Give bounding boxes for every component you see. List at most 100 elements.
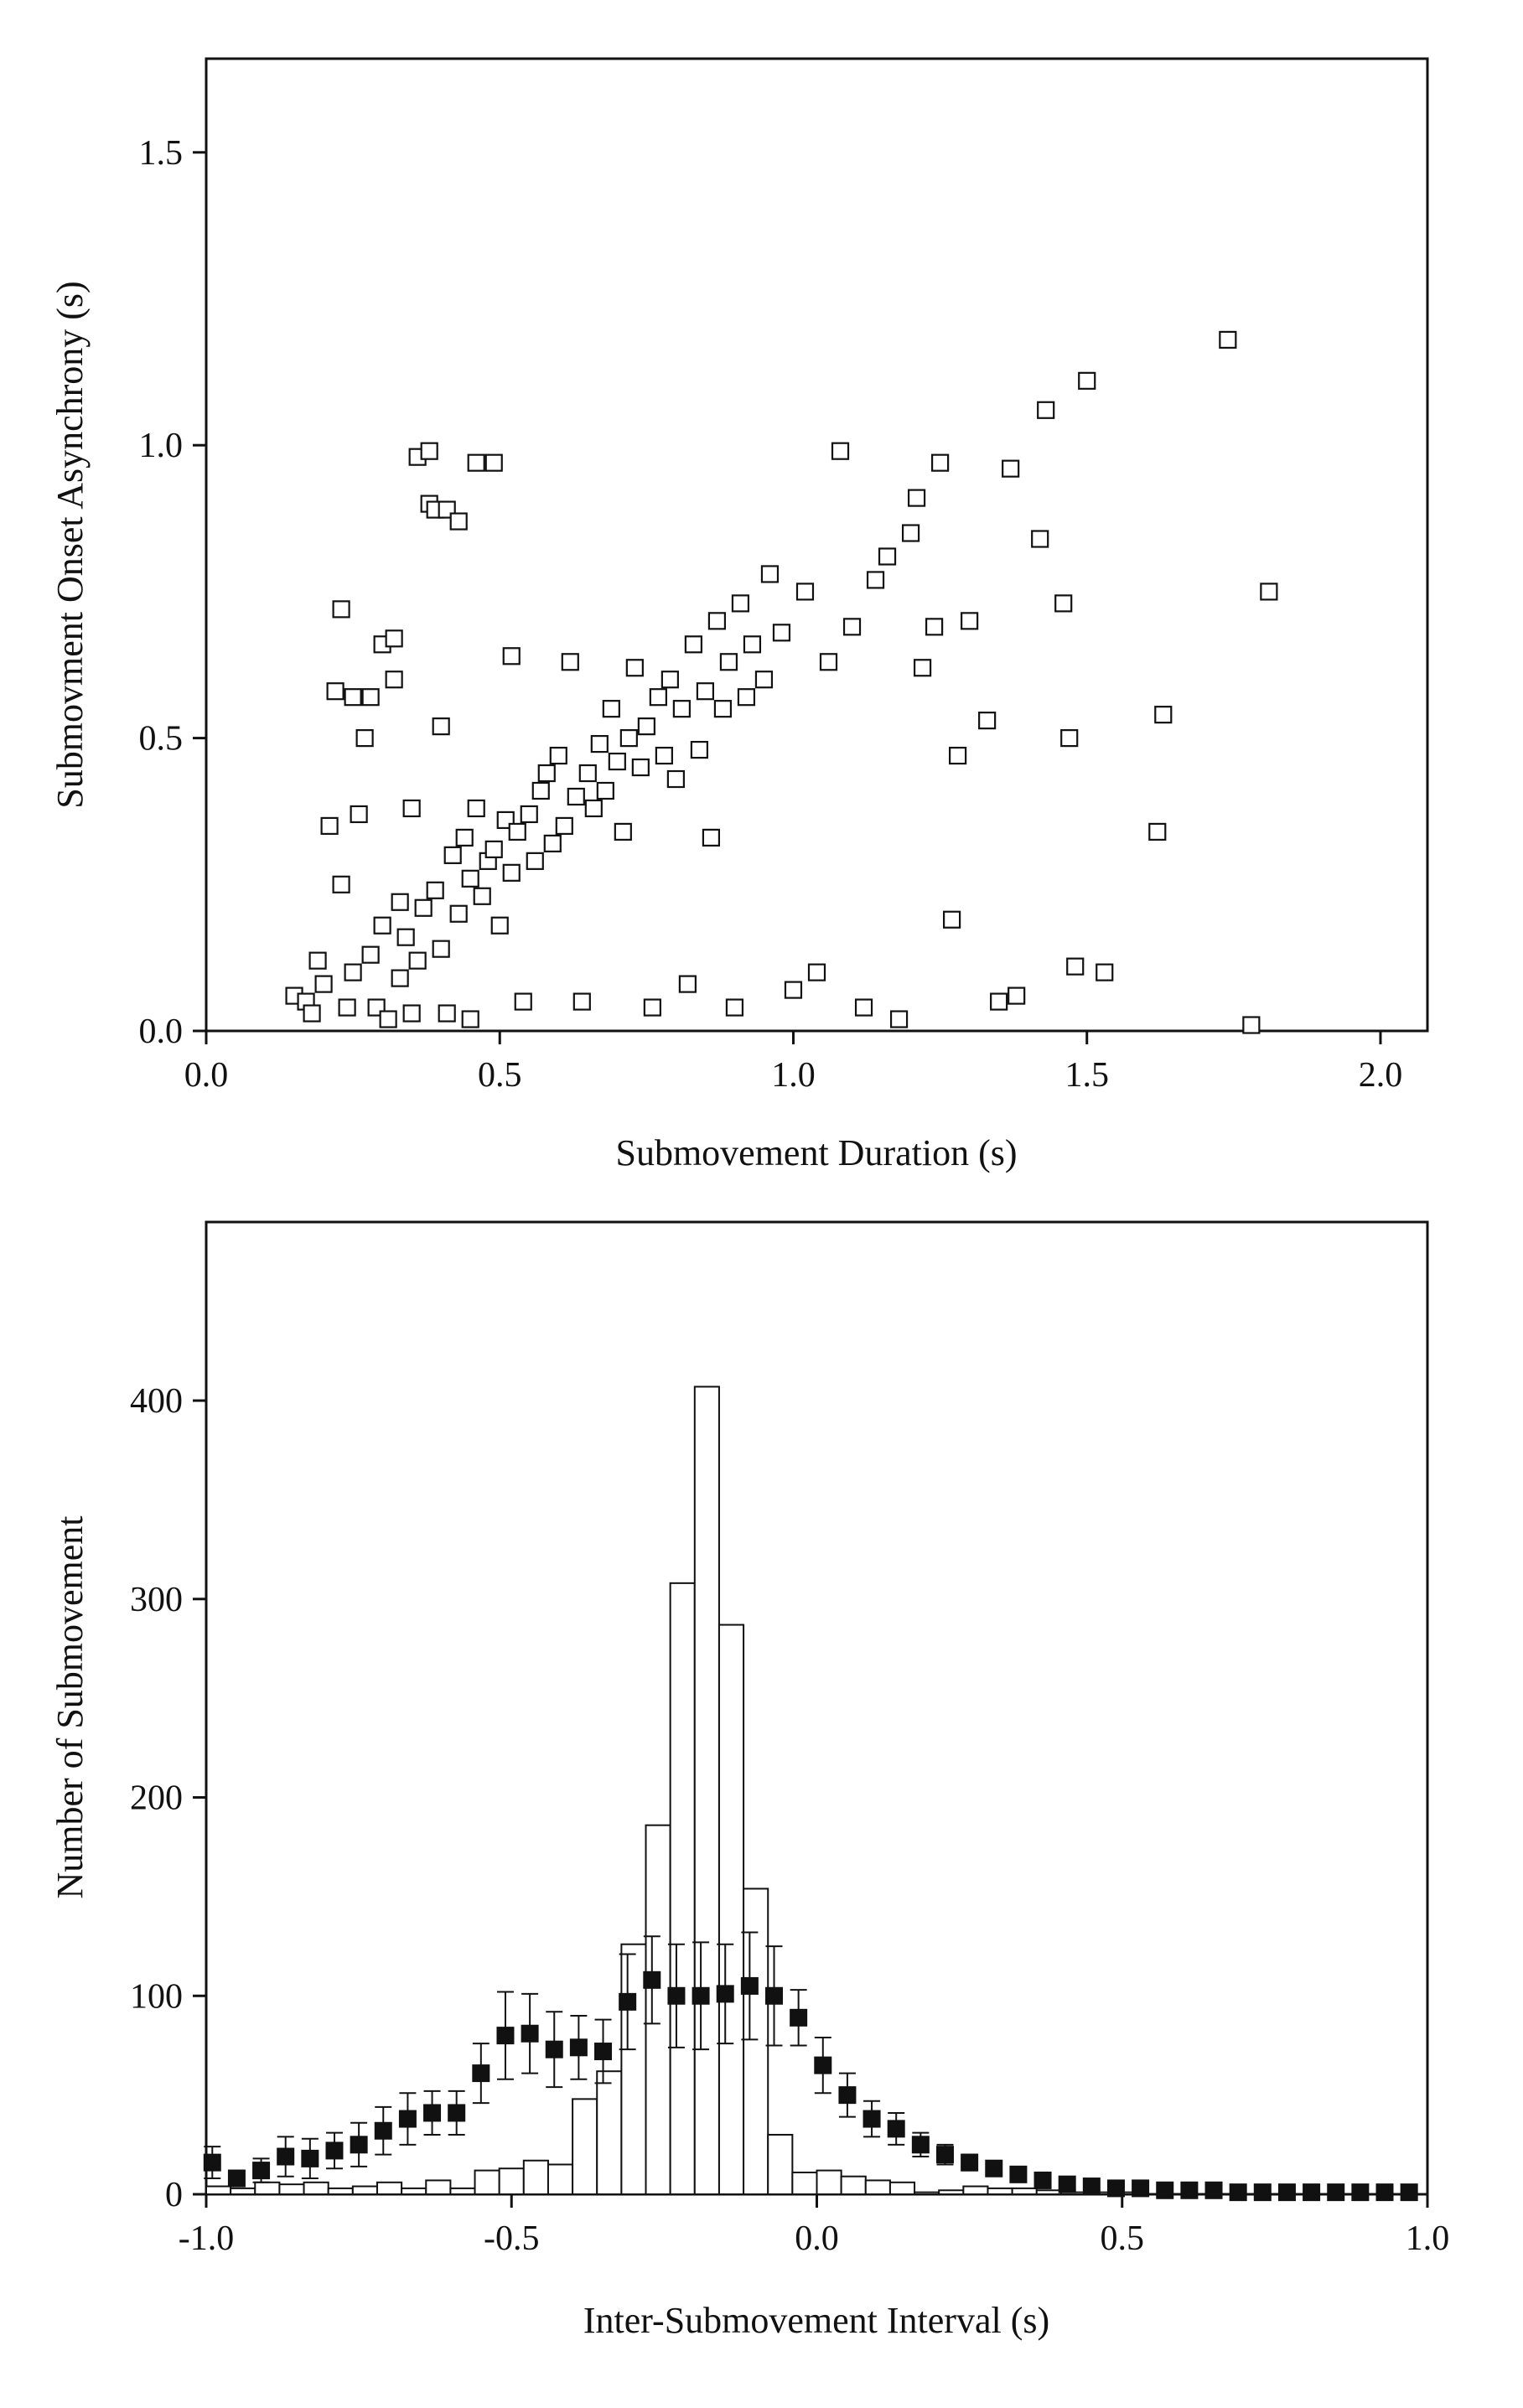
scatter-point: [361, 945, 380, 964]
y-tick-label: 0: [165, 2176, 183, 2214]
scatter-point: [754, 671, 774, 689]
shuffled-mean-point: [838, 2086, 857, 2105]
scatter-point: [1037, 401, 1055, 419]
scatter-point: [631, 758, 650, 777]
scatter-point: [901, 524, 920, 542]
histogram-bar: [376, 2181, 403, 2195]
scatter-point: [543, 834, 562, 852]
scatter-point: [907, 489, 926, 507]
histogram-x-ticks: -1.0 -0.5 0.0 0.5 1.0: [179, 2194, 1449, 2258]
scatter-point: [344, 963, 362, 981]
shuffled-mean-point: [765, 1986, 784, 2005]
y-tick-label: 300: [130, 1581, 183, 1619]
histogram-bar: [962, 2185, 989, 2195]
scatter-point: [1031, 530, 1049, 548]
scatter-point: [684, 635, 702, 654]
scatter-point: [308, 951, 327, 970]
scatter-point: [1078, 371, 1096, 390]
histogram-bar: [547, 2163, 574, 2195]
shuffled-mean-point: [301, 2149, 319, 2167]
scatter-point: [338, 998, 356, 1017]
histogram-bar: [791, 2171, 818, 2196]
scatter-point: [831, 442, 850, 460]
scatter-panel: 0.0 0.5 1.0 1.5 2.0 0.0 0.5 1.0 1.5 Submovement…: [49, 57, 1429, 1173]
scatter-point: [660, 671, 679, 689]
shuffled-mean-point: [1009, 2165, 1028, 2183]
y-tick-label: 400: [130, 1382, 183, 1421]
scatter-point: [1219, 330, 1237, 350]
shuffled-mean-point: [961, 2153, 979, 2172]
scatter-point: [696, 682, 715, 701]
shuffled-mean-point: [814, 2056, 832, 2074]
shuffled-mean-point: [398, 2110, 417, 2128]
histogram-bar: [254, 2181, 281, 2195]
scatter-point: [608, 752, 626, 771]
shuffled-mean-point: [252, 2162, 271, 2180]
scatter-point: [619, 729, 638, 748]
scatter-point: [1148, 822, 1167, 842]
scatter-point: [549, 746, 567, 765]
scatter-point: [1066, 957, 1085, 976]
x-tick-label: -1.0: [179, 2219, 235, 2258]
scatter-plot-frame: [205, 57, 1429, 1033]
histogram-y-ticks: 0 100 200 300 400: [130, 1382, 206, 2214]
scatter-point: [432, 940, 450, 958]
scatter-point: [795, 583, 815, 601]
histogram-bar: [816, 2169, 842, 2195]
histogram-bar: [767, 2133, 794, 2195]
histogram-bar: [522, 2159, 549, 2196]
histogram-bar: [205, 2185, 232, 2195]
histogram-bar: [572, 2098, 598, 2196]
scatter-point: [842, 618, 862, 636]
shuffled-mean-point: [1351, 2183, 1370, 2202]
histogram-bar: [596, 2070, 623, 2196]
scatter-points: [285, 330, 1278, 1034]
scatter-point: [320, 816, 339, 836]
scatter-point: [878, 547, 897, 566]
histogram-bar: [425, 2179, 452, 2195]
scatter-point: [961, 612, 979, 630]
histogram-bar: [693, 1385, 720, 2195]
scatter-point: [1054, 594, 1073, 613]
scatter-point: [561, 653, 579, 671]
shuffled-mean-point: [1058, 2175, 1076, 2193]
scatter-point: [1096, 963, 1114, 981]
scatter-point: [707, 612, 727, 630]
shuffled-mean-point: [935, 2146, 954, 2164]
scatter-point: [854, 998, 873, 1017]
histogram-bar: [717, 1623, 745, 2195]
scatter-point: [350, 805, 368, 824]
scatter-point: [990, 992, 1008, 1011]
scatter-point: [567, 787, 585, 806]
scatter-point: [473, 887, 491, 905]
scatter-y-ticks: 0.0 0.5 1.0 1.5: [139, 134, 206, 1051]
scatter-point: [490, 916, 509, 935]
shuffled-mean-point: [887, 2120, 905, 2138]
histogram-bar: [1011, 2187, 1038, 2195]
shuffled-mean-point: [643, 1970, 661, 1989]
histogram-bar: [1035, 2189, 1062, 2196]
scatter-point: [426, 881, 444, 899]
shuffled-mean-point: [667, 1986, 686, 2005]
scatter-x-ticks: 0.0 0.5 1.0 1.5 2.0: [184, 1031, 1402, 1095]
scatter-point: [332, 875, 350, 893]
shuffled-mean-point: [1082, 2178, 1101, 2196]
histogram-bar: [620, 1943, 647, 2196]
x-tick-label: 1.5: [1065, 1056, 1109, 1095]
scatter-point: [655, 746, 673, 765]
scatter-point: [414, 898, 433, 917]
histogram-x-axis-label: Inter-Submovement Interval (s): [583, 2300, 1049, 2341]
shuffled-mean-point: [569, 2038, 588, 2057]
scatter-point: [326, 682, 344, 701]
scatter-point: [702, 828, 721, 847]
shuffled-mean-point: [472, 2064, 490, 2083]
scatter-point: [385, 671, 403, 689]
shuffled-mean-point: [1180, 2181, 1199, 2199]
scatter-point: [449, 904, 468, 923]
y-tick-label: 1.0: [139, 427, 184, 465]
scatter-point: [467, 453, 485, 472]
histogram-bar: [864, 2179, 891, 2195]
scatter-point: [978, 712, 997, 730]
shuffled-mean-point: [716, 1985, 734, 2003]
